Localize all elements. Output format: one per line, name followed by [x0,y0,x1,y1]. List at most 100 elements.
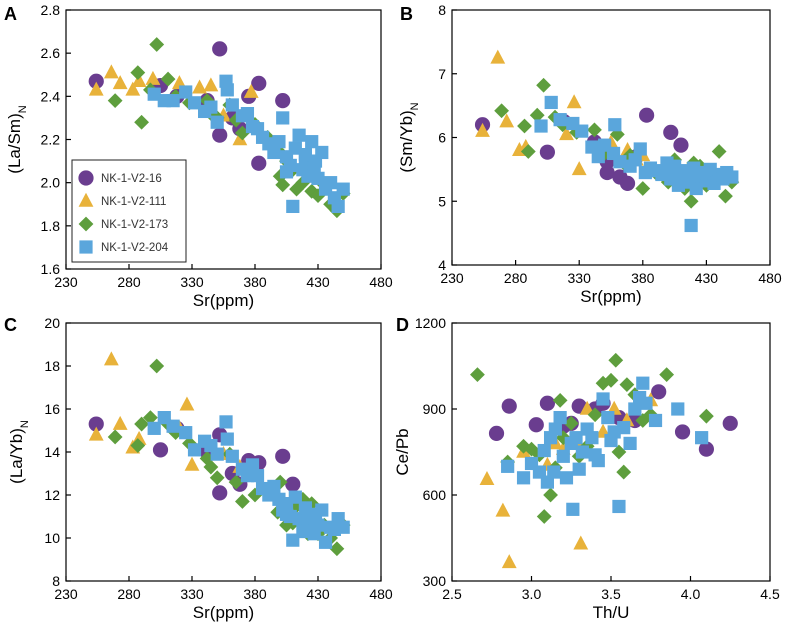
x-tick-label: 380 [631,270,655,286]
point-nk-1-v2-173 [587,407,603,423]
point-nk-1-v2-204 [628,402,642,416]
y-tick-label: 16 [44,401,60,417]
point-nk-1-v2-204 [336,182,350,196]
point-nk-1-v2-16 [88,73,104,89]
point-nk-1-v2-173 [209,470,225,486]
legend-label-nk-1-v2-204: NK-1-V2-204 [101,242,169,254]
point-nk-1-v2-111 [566,94,582,109]
point-nk-1-v2-173 [130,438,146,453]
point-nk-1-v2-204 [308,512,323,526]
point-nk-1-v2-111 [88,426,104,441]
point-nk-1-v2-204 [591,150,605,164]
point-nk-1-v2-111 [145,70,161,85]
data-points [474,49,740,233]
y-tick-label: 20 [44,315,60,331]
point-nk-1-v2-204 [548,422,562,436]
x-tick-label: 480 [369,274,393,290]
point-nk-1-v2-204 [305,135,319,149]
point-nk-1-v2-173 [149,37,165,52]
x-tick-label: 2.5 [442,586,462,602]
point-nk-1-v2-204 [601,411,615,425]
point-nk-1-v2-204 [575,124,589,138]
point-nk-1-v2-204 [219,415,233,429]
y-axis-label: (Sm/Yb)N [397,102,421,172]
point-nk-1-v2-173 [235,494,250,509]
point-nk-1-v2-173 [143,410,158,425]
point-nk-1-v2-204 [636,376,650,390]
point-nk-1-v2-111 [479,471,495,486]
point-nk-1-v2-173 [587,122,602,138]
point-nk-1-v2-111 [88,81,104,96]
point-nk-1-v2-204 [210,115,224,129]
point-nk-1-v2-173 [107,93,123,109]
point-nk-1-v2-204 [544,95,558,110]
point-nk-1-v2-204 [240,107,255,121]
point-nk-1-v2-111 [499,113,515,128]
data-points [88,351,351,557]
point-nk-1-v2-173 [160,71,176,87]
point-nk-1-v2-204 [668,169,682,183]
point-nk-1-v2-204 [210,447,224,461]
point-nk-1-v2-173 [563,415,579,431]
y-tick-label: 2.6 [41,45,61,61]
point-nk-1-v2-173 [329,541,345,557]
y-tick-label: 12 [44,487,60,503]
point-nk-1-v2-16 [698,441,715,457]
point-nk-1-v2-204 [553,411,567,425]
y-tick-label: 8 [438,2,446,18]
point-nk-1-v2-204 [166,419,180,433]
y-tick-label: 900 [423,401,447,417]
point-nk-1-v2-204 [225,449,239,463]
point-nk-1-v2-204 [147,421,161,435]
y-axis-label: Ce/Pb [393,428,412,475]
legend-label-nk-1-v2-111: NK-1-V2-111 [101,196,166,208]
data-points [88,37,351,219]
x-axis-label: Th/U [593,603,630,622]
point-nk-1-v2-173 [635,413,651,428]
point-nk-1-v2-204 [179,426,193,440]
point-nk-1-v2-173 [149,358,165,374]
point-nk-1-v2-173 [130,65,146,80]
x-tick-label: 230 [54,274,78,290]
x-tick-label: 430 [695,270,719,286]
point-nk-1-v2-204 [204,100,218,114]
point-nk-1-v2-16 [212,127,228,143]
point-nk-1-v2-204 [596,392,610,406]
point-nk-1-v2-204 [547,465,561,479]
point-nk-1-v2-16 [251,75,267,91]
x-tick-label: 330 [180,586,204,602]
point-nk-1-v2-111 [495,502,511,517]
legend-label-nk-1-v2-16: NK-1-V2-16 [101,173,162,185]
point-nk-1-v2-16 [88,416,104,432]
point-nk-1-v2-173 [529,107,545,123]
x-tick-label: 280 [117,274,141,290]
x-tick-label: 3.0 [522,586,542,602]
point-nk-1-v2-173 [536,77,551,93]
point-nk-1-v2-111 [103,64,119,79]
point-nk-1-v2-111 [112,415,128,430]
point-nk-1-v2-111 [103,351,119,366]
point-nk-1-v2-111 [559,126,574,141]
panel-label-c: C [4,315,17,335]
point-nk-1-v2-204 [220,83,234,97]
point-nk-1-v2-173 [310,188,326,204]
point-nk-1-v2-16 [639,107,655,123]
point-nk-1-v2-204 [516,471,531,485]
point-nk-1-v2-204 [245,458,260,472]
y-tick-label: 1.8 [41,218,61,234]
point-nk-1-v2-16 [651,384,667,400]
point-nk-1-v2-204 [225,98,239,112]
x-tick-label: 430 [306,274,330,290]
point-nk-1-v2-173 [611,444,627,460]
legend-marker-nk-1-v2-16 [78,170,94,186]
point-nk-1-v2-111 [125,81,141,96]
point-nk-1-v2-204 [617,421,631,435]
point-nk-1-v2-204 [628,153,642,167]
point-nk-1-v2-111 [490,49,506,64]
y-tick-label: 2.2 [41,132,61,148]
point-nk-1-v2-173 [543,487,558,503]
point-nk-1-v2-204 [187,96,202,110]
point-nk-1-v2-204 [308,154,323,168]
point-nk-1-v2-204 [276,111,290,125]
y-tick-label: 7 [438,66,446,82]
